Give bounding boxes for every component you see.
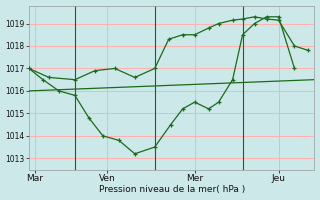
- X-axis label: Pression niveau de la mer( hPa ): Pression niveau de la mer( hPa ): [99, 185, 245, 194]
